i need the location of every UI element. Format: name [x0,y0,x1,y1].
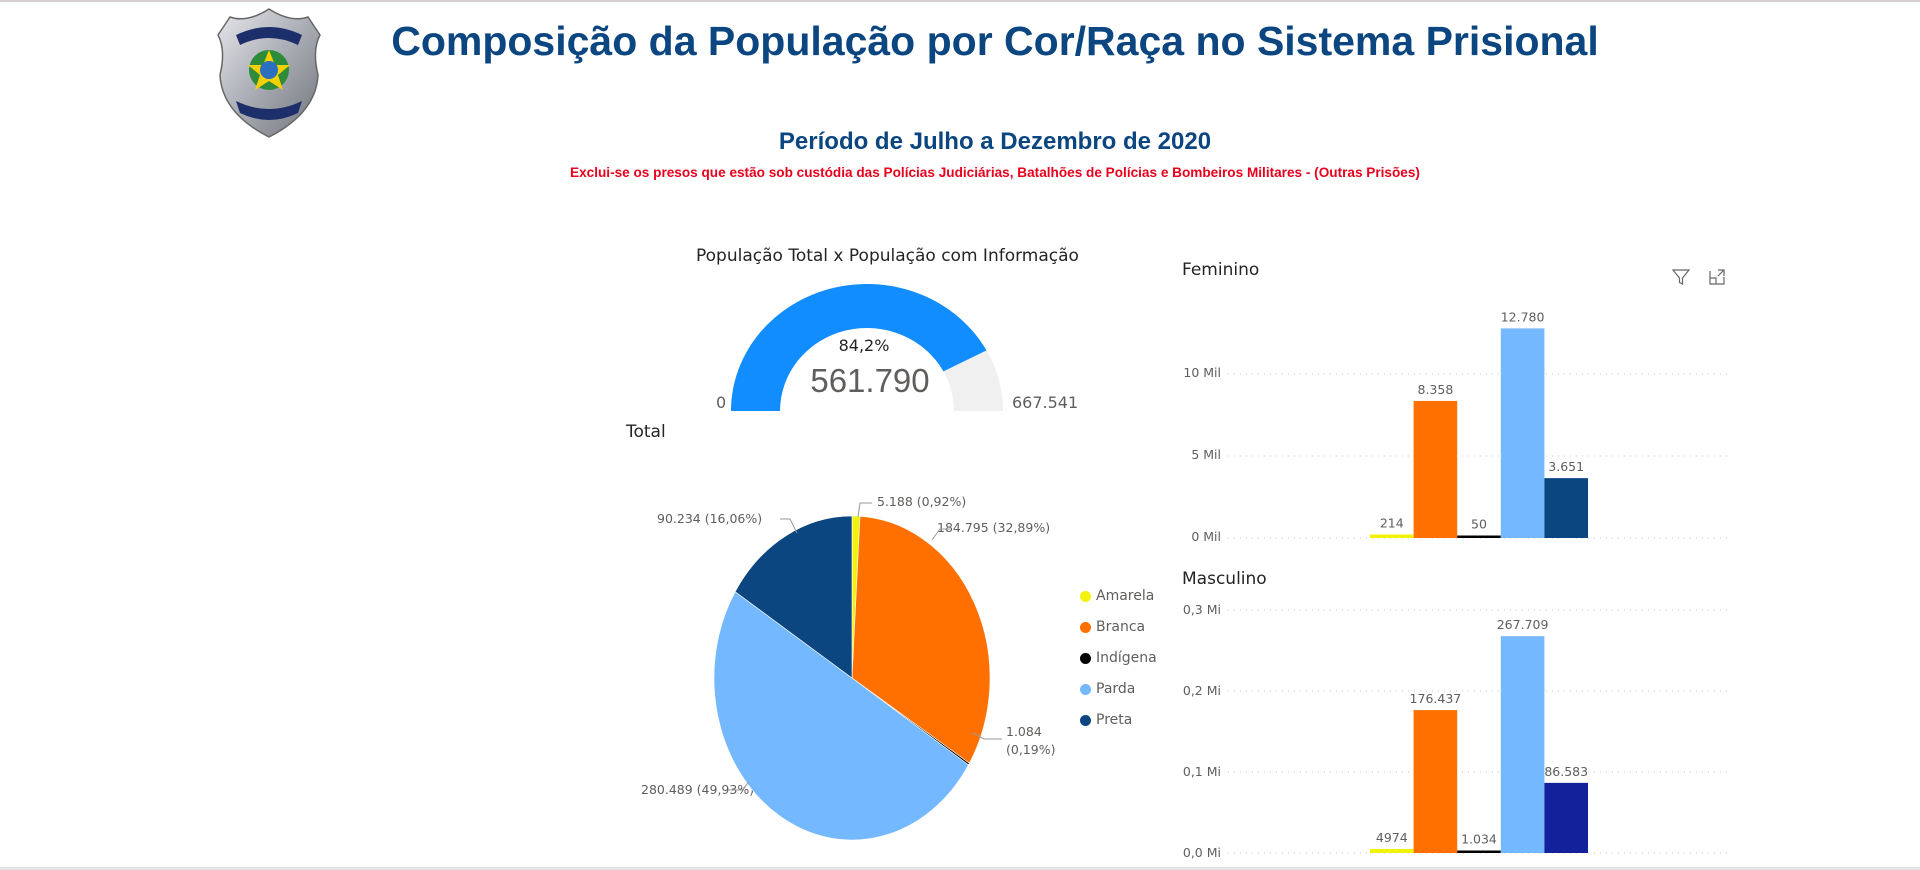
exclusion-note: Exclui-se os presos que estão sob custód… [570,165,1420,180]
bar-data-label: 86.583 [1544,764,1588,779]
bottom-border [0,867,1920,870]
focus-mode-icon[interactable] [1707,267,1727,287]
bar-feminino-branca [1413,400,1458,538]
legend-item-parda[interactable]: Parda [1080,681,1135,697]
bar-data-label: 176.437 [1410,691,1462,706]
legend-item-branca[interactable]: Branca [1080,619,1145,635]
legend-item-indigena[interactable]: Indígena [1080,650,1157,666]
page-subtitle: Período de Julho a Dezembro de 2020 [778,128,1212,155]
bar-masculino-preta [1544,782,1588,853]
bar-data-label: 4974 [1376,830,1408,845]
leader-line-amarela [857,502,872,518]
leader-line-indigena [972,732,1002,740]
bar-masculino-amarela [1370,848,1414,853]
leader-line-branca [931,528,950,541]
pie-label-branca: 184.795 (32,89%) [937,520,1051,535]
pie-slice-parda [713,591,969,841]
bar-feminino-amarela [1370,534,1414,538]
pie-slice-preta [734,515,853,679]
gauge-percent-label: 84,2% [838,336,890,355]
pie-label-preta: 90.234 (16,06%) [657,511,763,526]
legend-label: Branca [1096,619,1146,635]
depen-badge-logo [217,8,321,138]
pie-label-parda: 280.489 (49,93%) [641,782,755,797]
bar-data-label: 1.034 [1461,832,1497,847]
page-title: Composição da População por Cor/Raça no … [391,18,1599,64]
y-tick-label: 0,1 Mi [1182,764,1221,779]
legend-item-preta[interactable]: Preta [1080,712,1132,728]
y-tick-label: 0,3 Mi [1182,602,1221,617]
filter-icon[interactable] [1671,267,1691,287]
legend-label: Amarela [1096,588,1155,604]
bar-feminino-parda [1500,328,1545,538]
bar-data-label: 12.780 [1501,309,1545,324]
leader-line-preta [780,518,798,534]
bar-feminino-indígena [1457,535,1501,538]
gauge-max-label: 667.541 [1012,393,1079,412]
pie-slice-branca [851,515,991,764]
bar-masculino-branca [1413,710,1458,853]
feminino-chart-title: Feminino [1182,260,1260,280]
bar-feminino-preta [1544,478,1588,538]
bar-data-label: 267.709 [1497,617,1549,632]
bar-masculino-parda [1500,636,1545,853]
bar-data-label: 3.651 [1548,459,1584,474]
legend-marker [1080,683,1091,695]
y-tick-label: 10 Mil [1183,365,1221,380]
bar-data-label: 214 [1380,515,1404,530]
gauge-min-label: 0 [716,393,727,412]
legend-label: Parda [1096,681,1136,697]
y-tick-label: 0 Mil [1191,529,1221,544]
y-tick-label: 0,2 Mi [1182,683,1221,698]
y-tick-label: 5 Mil [1191,447,1221,462]
masculino-chart-title: Masculino [1182,569,1267,589]
pie-title: Total [626,422,666,442]
pie-label-indigena-percent: (0,19%) [1006,742,1056,757]
legend-marker [1080,621,1091,633]
bar-data-label: 50 [1471,517,1487,532]
gauge-title: População Total x População com Informaç… [696,246,1079,266]
legend-marker [1080,714,1091,726]
bar-data-label: 8.358 [1418,382,1454,397]
y-tick-label: 0,0 Mi [1182,845,1221,860]
legend-item-amarela[interactable]: Amarela [1080,588,1154,604]
gauge-fill [731,283,987,411]
top-border [0,0,1920,2]
legend-marker [1080,652,1091,664]
bar-masculino-indígena [1457,850,1501,853]
gauge-value-label: 561.790 [810,362,930,399]
pie-label-amarela: 5.188 (0,92%) [877,494,967,509]
legend-label: Indígena [1096,650,1157,666]
pie-label-indigena: 1.084 [1006,724,1042,739]
legend-label: Preta [1096,712,1133,728]
leader-line-parda [728,781,750,791]
legend-marker [1080,590,1091,602]
